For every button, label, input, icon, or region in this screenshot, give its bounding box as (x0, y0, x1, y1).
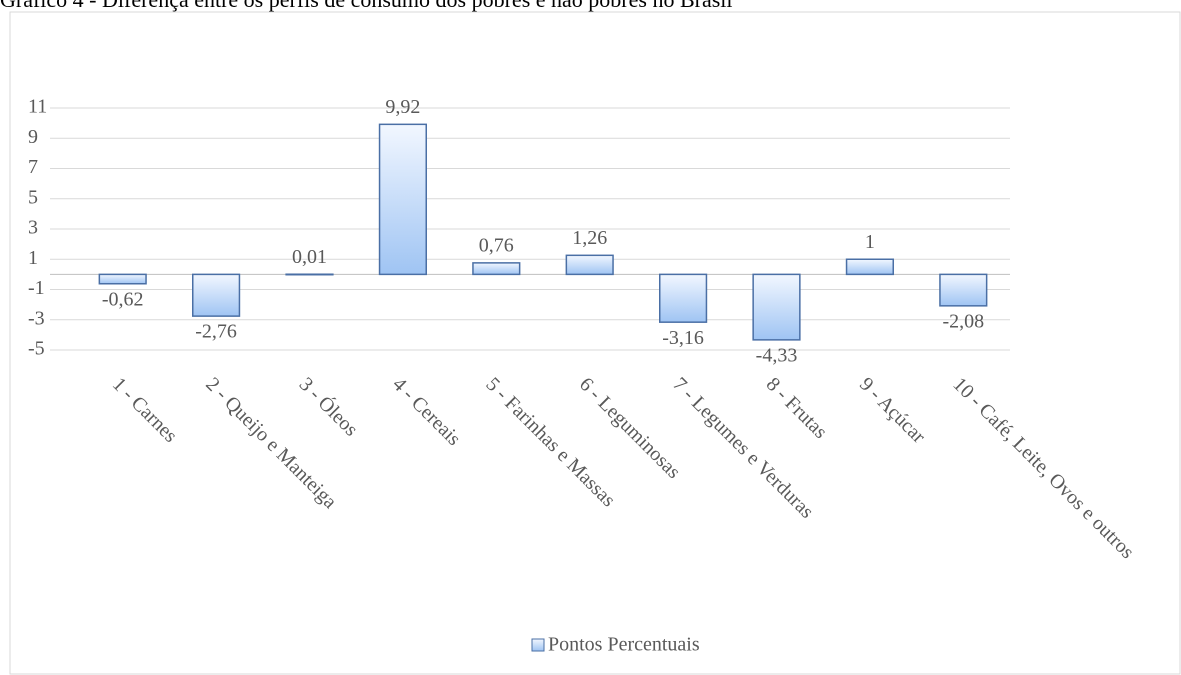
chart-title: Gráfico 4 - Diferença entre os perfis de… (0, 0, 733, 12)
y-tick-label: 9 (28, 126, 38, 148)
y-tick-label: -1 (28, 277, 45, 299)
value-label: 1 (865, 231, 875, 253)
chart-frame (9, 11, 1181, 675)
bar (472, 262, 521, 276)
y-tick-label: -3 (28, 307, 45, 329)
bar (98, 273, 147, 285)
bar (378, 123, 427, 276)
y-tick-label: 3 (28, 217, 38, 239)
value-label: 0,76 (479, 234, 514, 256)
y-tick-label: 1 (28, 247, 38, 269)
bar (285, 273, 334, 276)
value-label: 0,01 (292, 246, 327, 268)
legend-swatch (531, 638, 545, 652)
bar (565, 254, 614, 276)
legend-label: Pontos Percentuais (548, 634, 700, 656)
value-label: -2,76 (195, 321, 237, 343)
y-tick-label: 11 (28, 96, 47, 118)
bar (659, 273, 708, 323)
bar (845, 258, 894, 276)
value-label: 1,26 (572, 227, 607, 249)
value-label: -3,16 (662, 327, 704, 349)
bar (752, 273, 801, 341)
value-label: -0,62 (102, 288, 144, 310)
value-label: 9,92 (385, 96, 420, 118)
y-tick-label: -5 (28, 338, 45, 360)
bar (192, 273, 241, 317)
value-label: -4,33 (756, 344, 798, 366)
bar (939, 273, 988, 307)
y-tick-label: 5 (28, 186, 38, 208)
y-tick-label: 7 (28, 156, 38, 178)
value-label: -2,08 (942, 310, 984, 332)
